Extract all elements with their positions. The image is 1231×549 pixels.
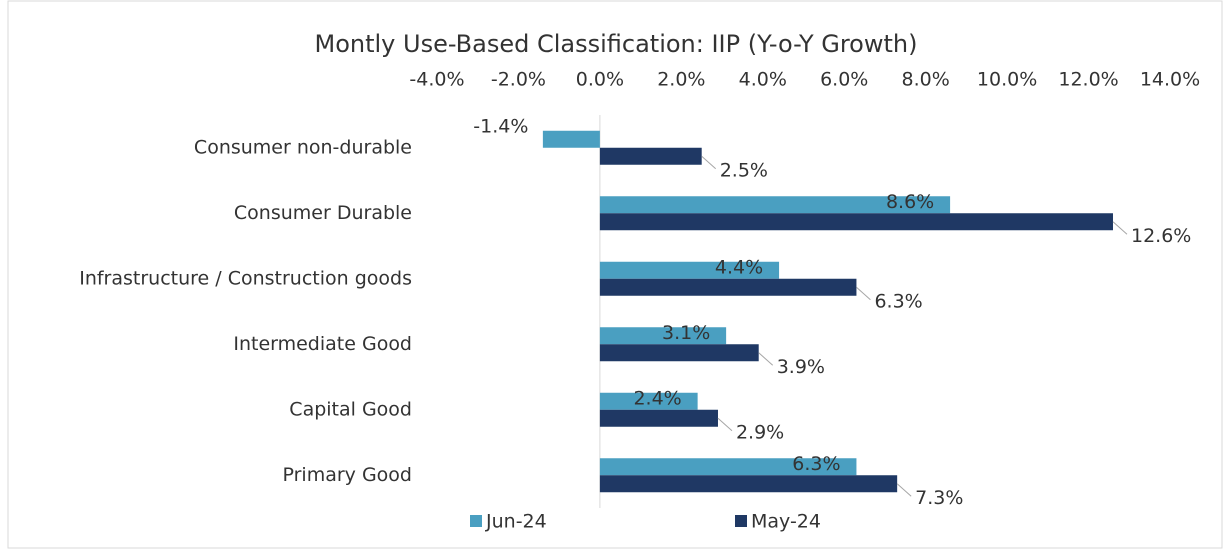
bar xyxy=(599,475,898,493)
bar xyxy=(599,344,759,362)
y-tick-label: Capital Good xyxy=(289,398,412,420)
x-tick-label: -4.0% xyxy=(409,69,464,91)
data-label: 2.5% xyxy=(720,159,768,181)
x-tick-label: 2.0% xyxy=(657,69,705,91)
leader-line xyxy=(1112,221,1128,235)
data-label: 2.9% xyxy=(736,421,784,443)
x-tick-label: 6.0% xyxy=(820,69,868,91)
x-tick-label: 4.0% xyxy=(739,69,787,91)
data-label: 7.3% xyxy=(915,487,963,509)
data-label: 6.3% xyxy=(874,290,922,312)
x-tick-label: 0.0% xyxy=(576,69,624,91)
bar xyxy=(599,392,698,410)
bar xyxy=(542,130,600,148)
x-tick-label: 10.0% xyxy=(977,69,1037,91)
data-label: 3.9% xyxy=(777,356,825,378)
data-label: 3.1% xyxy=(662,322,710,344)
x-tick-label: 14.0% xyxy=(1140,69,1200,91)
bar xyxy=(599,458,857,476)
data-label: 2.4% xyxy=(633,387,681,409)
y-tick-label: Consumer Durable xyxy=(234,202,412,224)
x-tick-label: 12.0% xyxy=(1058,69,1118,91)
legend-swatch xyxy=(735,515,747,527)
y-tick-label: Primary Good xyxy=(283,464,413,486)
x-tick-label: -2.0% xyxy=(491,69,546,91)
bar xyxy=(599,409,718,427)
bar xyxy=(599,327,727,345)
leader-line xyxy=(717,417,733,432)
legend-label: Jun-24 xyxy=(485,511,547,533)
leader-line xyxy=(856,286,871,301)
y-tick-label: Intermediate Good xyxy=(233,333,412,355)
leader-line xyxy=(896,483,912,497)
chart-title: Montly Use-Based Classification: IIP (Y-… xyxy=(315,30,918,58)
y-tick-label: Consumer non-durable xyxy=(194,136,412,158)
data-label: 12.6% xyxy=(1131,225,1191,247)
data-label: 6.3% xyxy=(792,453,840,475)
data-label: 4.4% xyxy=(715,256,763,278)
bar xyxy=(599,261,780,279)
data-label: -1.4% xyxy=(473,115,528,137)
bar xyxy=(599,147,702,165)
y-tick-label: Infrastructure / Construction goods xyxy=(79,267,412,289)
x-tick-label: 8.0% xyxy=(902,69,950,91)
data-label: 8.6% xyxy=(886,191,934,213)
bar xyxy=(599,213,1113,231)
leader-line xyxy=(701,155,717,170)
bar xyxy=(599,278,857,296)
legend-swatch xyxy=(470,515,482,527)
bar xyxy=(599,196,951,214)
legend-label: May-24 xyxy=(751,511,821,533)
leader-line xyxy=(758,352,774,366)
